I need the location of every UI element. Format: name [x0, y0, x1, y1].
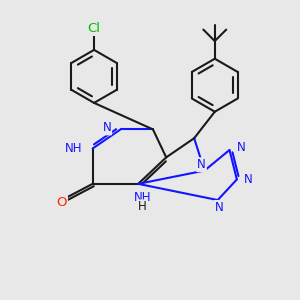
Text: N: N [215, 201, 224, 214]
Text: NH: NH [65, 142, 82, 155]
Text: N: N [197, 158, 206, 171]
Text: N: N [244, 173, 253, 186]
Text: H: H [138, 200, 147, 213]
Text: O: O [56, 196, 67, 209]
Text: NH: NH [134, 190, 152, 204]
Text: N: N [102, 122, 111, 134]
Text: N: N [237, 141, 246, 154]
Text: Cl: Cl [88, 22, 100, 35]
